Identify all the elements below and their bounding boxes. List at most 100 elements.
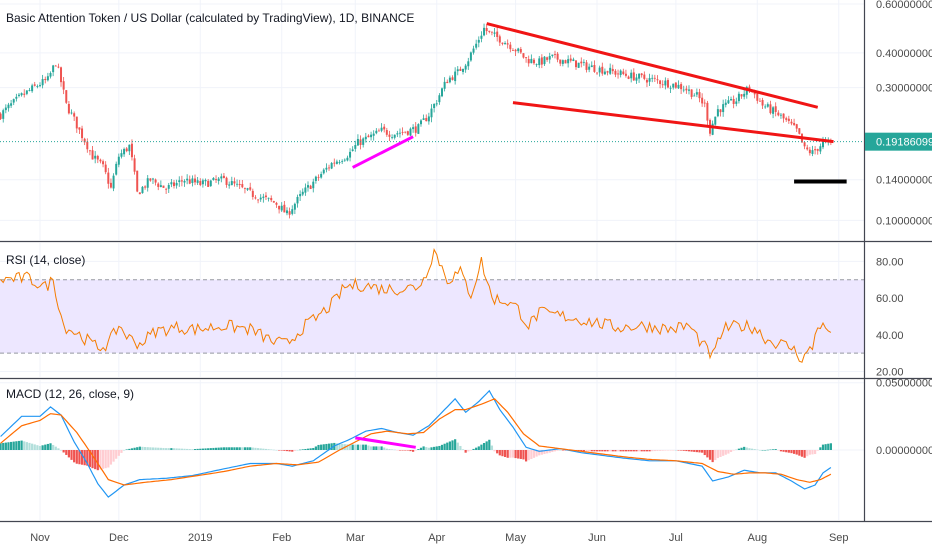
candle-body [123, 148, 126, 155]
rsi-line [0, 247, 832, 363]
candle-body [233, 181, 236, 184]
x-tick-label: Nov [30, 532, 50, 544]
candle-body [561, 60, 564, 64]
macd-histogram-bar [146, 447, 149, 450]
macd-histogram-bar [616, 450, 620, 452]
candle-body [730, 99, 733, 101]
candle-body [806, 147, 809, 150]
macd-histogram-bar [661, 450, 664, 451]
price-magenta-trendline [351, 135, 414, 169]
macd-histogram-bar [435, 446, 438, 450]
macd-histogram-bar [88, 450, 92, 467]
macd-histogram-bar [46, 443, 49, 450]
candle-body [165, 188, 168, 190]
candle-body [28, 90, 31, 91]
macd-histogram-bar [15, 441, 18, 450]
candle-body [293, 203, 296, 210]
candle-body [186, 178, 189, 181]
candle-body [291, 209, 294, 214]
candle-body [0, 113, 2, 119]
candle-body [183, 180, 186, 183]
candle-body [774, 106, 777, 112]
macd-histogram-bar [743, 446, 746, 450]
candle-body [701, 97, 704, 104]
candle-body [803, 142, 806, 147]
macd-histogram-bar [695, 450, 698, 453]
macd-histogram-bar [401, 450, 404, 451]
candle-body [128, 144, 131, 152]
indicator-lines-layer [0, 141, 864, 498]
candle-body [666, 80, 669, 88]
macd-histogram-bar [167, 448, 170, 450]
macd-histogram-bar [62, 450, 65, 453]
macd-histogram-bar [524, 450, 528, 462]
macd-histogram-bar [779, 450, 783, 452]
macd-histogram-bar [83, 450, 86, 466]
candle-body [328, 167, 331, 169]
candle-body [585, 62, 588, 70]
candle-body [380, 127, 383, 131]
macd-histogram-bar [278, 450, 281, 451]
macd-histogram-bar [107, 450, 110, 468]
macd-histogram-bar [288, 450, 291, 452]
macd-histogram-bar [722, 450, 725, 456]
macd-histogram-bar [396, 450, 399, 451]
candle-body [769, 104, 772, 114]
candle-body [627, 76, 630, 79]
candle-body [422, 118, 425, 120]
macd-histogram-bar [664, 450, 667, 451]
candle-body [638, 73, 641, 79]
candle-body [748, 86, 751, 90]
candle-body [764, 106, 767, 108]
candle-body [674, 82, 677, 88]
macd-histogram-bar [703, 450, 706, 456]
candle-body [398, 132, 401, 134]
candle-body [511, 50, 514, 51]
rsi-band [0, 279, 864, 354]
macd-histogram-bar [86, 450, 89, 466]
macd-histogram-bar [125, 449, 128, 450]
macd-histogram-bar [67, 450, 71, 458]
candle-body [107, 172, 110, 184]
macd-histogram-bar [133, 447, 136, 450]
candle-body [758, 100, 761, 102]
candle-body [7, 104, 10, 109]
candle-body [785, 118, 788, 120]
price-y-tick-label: 0.60000000 [876, 0, 932, 11]
macd-histogram-bar [656, 450, 659, 451]
macd-histogram-bar [456, 442, 459, 450]
macd-histogram-bar [480, 444, 483, 450]
macd-histogram-bar [622, 450, 625, 452]
macd-histogram-bar [714, 450, 717, 461]
candle-body [138, 192, 141, 195]
macd-histogram-bar [178, 448, 181, 450]
macd-histogram-bar [711, 450, 714, 463]
macd-histogram-bar [385, 448, 388, 450]
macd-histogram-bar [338, 443, 341, 450]
macd-histogram-bar [472, 448, 475, 450]
macd-histogram-bar [609, 450, 612, 452]
wedge-top-trendline [486, 22, 819, 109]
candle-body [154, 179, 157, 183]
candle-body [70, 112, 73, 114]
macd-histogram-bar [412, 450, 415, 452]
macd-histogram-bar [44, 444, 47, 450]
candle-body [351, 149, 354, 151]
candle-body [427, 116, 430, 122]
macd-histogram-bar [419, 447, 423, 450]
macd-histogram-bar [251, 447, 254, 450]
macd-histogram-bar [165, 448, 168, 450]
candle-body [349, 151, 352, 158]
candle-body [78, 127, 81, 130]
macd-histogram-bar [758, 450, 762, 451]
macd-histogram-bar [603, 450, 607, 452]
candle-body [596, 72, 599, 74]
macd-histogram-bar [377, 446, 381, 450]
candle-body [372, 133, 375, 136]
candle-body [819, 146, 822, 152]
macd-histogram-bar [517, 450, 520, 459]
macd-histogram-bar [816, 450, 819, 451]
candle-body [12, 99, 15, 103]
candle-body [548, 56, 551, 60]
macd-histogram-bar [31, 443, 34, 450]
